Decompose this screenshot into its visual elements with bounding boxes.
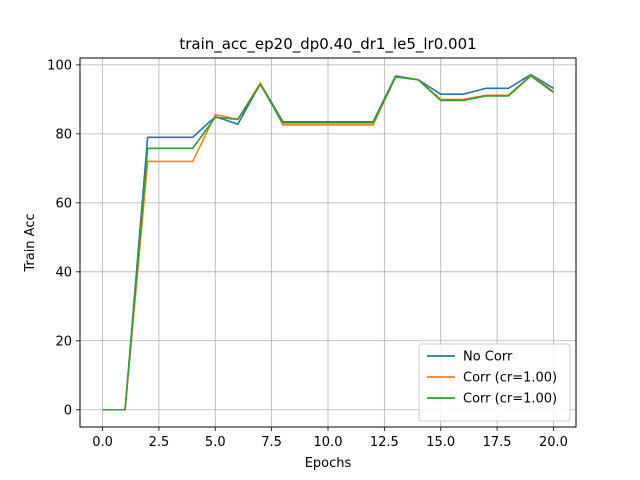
y-axis-ticks: 0 20 40 60 80 100 xyxy=(47,58,80,418)
y-tick-label: 100 xyxy=(47,58,72,73)
y-tick-label: 0 xyxy=(64,403,72,418)
series-lines xyxy=(102,73,554,411)
y-tick-label: 60 xyxy=(55,196,72,211)
y-tick-label: 20 xyxy=(55,334,72,349)
x-tick-label: 7.5 xyxy=(261,435,282,450)
x-tick-label: 0.0 xyxy=(92,435,113,450)
series-line-3 xyxy=(102,75,554,411)
y-axis-label: Train Acc xyxy=(23,213,38,272)
x-tick-label: 5.0 xyxy=(205,435,226,450)
y-tick-label: 80 xyxy=(55,127,72,142)
x-axis-ticks: 0.0 2.5 5.0 7.5 10.0 12.5 15.0 17.5 20.0 xyxy=(92,427,568,450)
x-tick-label: 12.5 xyxy=(370,435,399,450)
chart-title: train_acc_ep20_dp0.40_dr1_le5_lr0.001 xyxy=(179,35,476,54)
x-tick-label: 10.0 xyxy=(314,435,343,450)
x-tick-label: 2.5 xyxy=(149,435,170,450)
legend-label: Corr (cr=1.00) xyxy=(463,392,557,407)
legend: No Corr Corr (cr=1.00) Corr (cr=1.00) xyxy=(418,343,571,422)
x-tick-label: 15.0 xyxy=(426,435,455,450)
legend-box xyxy=(418,343,571,422)
legend-label: Corr (cr=1.00) xyxy=(463,371,557,386)
series-line-1 xyxy=(102,73,554,411)
x-axis-label: Epochs xyxy=(305,456,352,471)
x-tick-label: 17.5 xyxy=(483,435,512,450)
y-tick-label: 40 xyxy=(55,265,72,280)
x-tick-label: 20.0 xyxy=(539,435,568,450)
legend-label: No Corr xyxy=(463,350,513,365)
